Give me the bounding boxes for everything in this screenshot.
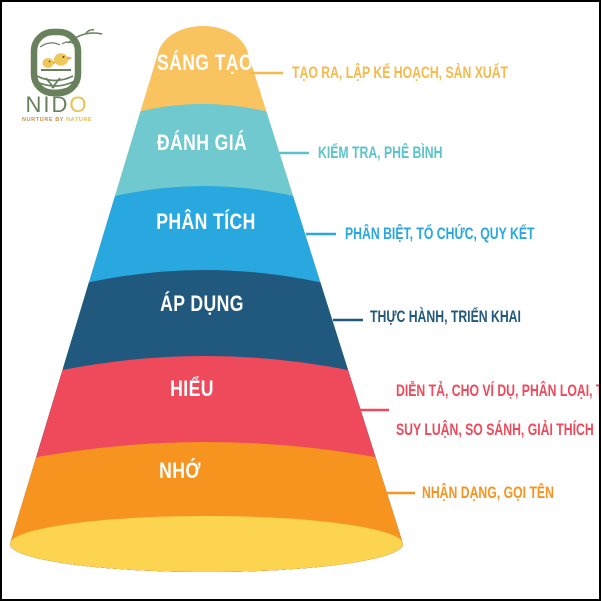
level-2-label: ĐÁNH GIÁ: [156, 129, 248, 155]
level-5-label: HIỂU: [170, 375, 214, 401]
level-6-label: NHỚ: [159, 457, 201, 483]
logo-nest-waves: [34, 75, 76, 92]
logo-bird-right: [54, 53, 73, 66]
level-5-keywords-line-2: SUY LUẬN, SO SÁNH, GIẢI THÍCH: [396, 420, 594, 439]
logo-name-main: NID: [25, 92, 70, 117]
logo-branch-inner: [39, 41, 75, 48]
level-6-keywords: NHẬN DẠNG, GỌI TÊN: [422, 483, 554, 502]
level-4-label: ÁP DỤNG: [160, 290, 244, 316]
logo-tagline: NURTURE BY NATURE: [22, 117, 92, 123]
level-4-keywords: THỰC HÀNH, TRIỂN KHAI: [370, 307, 521, 326]
logo-tagline-main: NURTURE BY: [22, 117, 67, 123]
logo-branch: [67, 29, 103, 44]
cone-base-ellipse: [10, 516, 403, 572]
level-1-keywords: TẠO RA, LẬP KẾ HOẠCH, SẢN XUẤT: [292, 63, 509, 82]
level-1-label: SÁNG TẠO: [156, 49, 254, 75]
level-5-keywords-line-1: DIỄN TẢ, CHO VÍ DỤ, PHÂN LOẠI, T: [396, 381, 601, 400]
level-3-keywords: PHÂN BIỆT, TỔ CHỨC, QUY KẾT: [345, 224, 535, 243]
logo-bird-left: [42, 58, 58, 68]
level-3-label: PHÂN TÍCH: [156, 208, 256, 234]
nido-logo-mark: [30, 28, 103, 97]
logo-wordmark: NIDO: [22, 92, 92, 118]
logo-tagline-accent: NATURE: [66, 117, 93, 123]
logo-name-accent: O: [69, 92, 89, 117]
level-5-keywords: DIỄN TẢ, CHO VÍ DỤ, PHÂN LOẠI, T SUY LUẬ…: [396, 371, 601, 449]
level-2-keywords: KIỂM TRA, PHÊ BÌNH: [318, 143, 443, 162]
